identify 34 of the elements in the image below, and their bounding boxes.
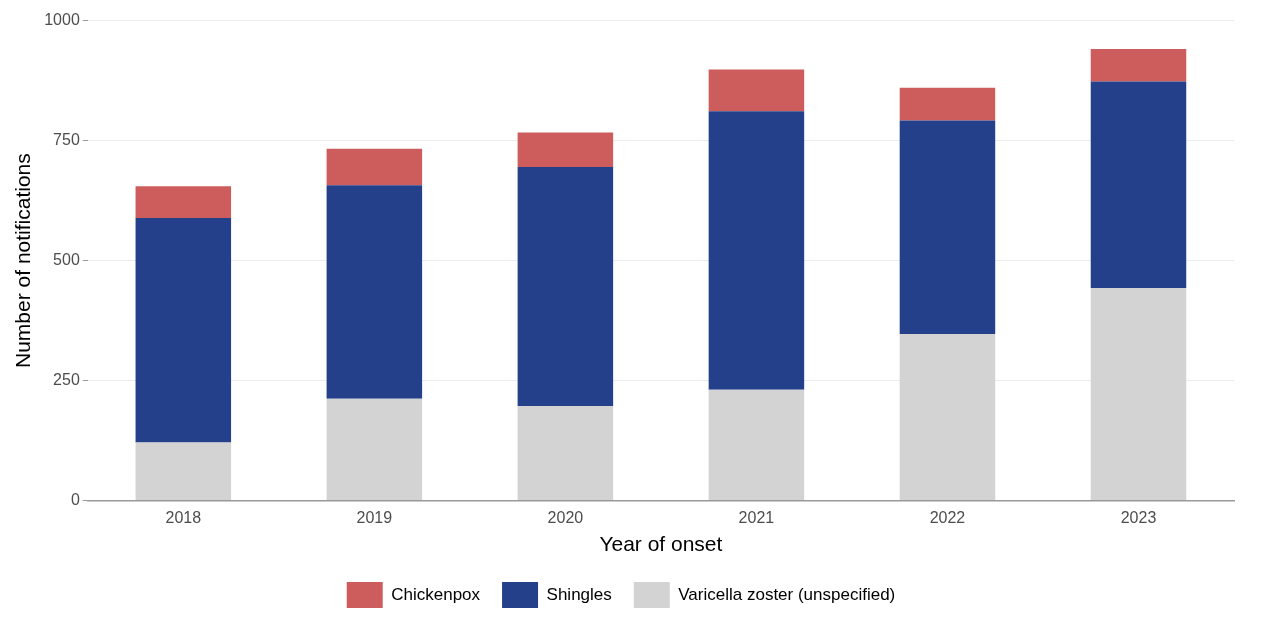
x-tick-label: 2019 [356,508,393,526]
bar [899,334,996,501]
bar [708,111,805,390]
legend-label: Chickenpox [391,584,481,604]
bar [326,185,423,399]
x-tick-label: 2020 [547,508,584,526]
x-tick-label: 2018 [165,508,202,526]
bar [517,406,614,501]
bar [708,69,805,112]
bar [899,120,996,335]
bar [135,217,232,443]
x-tick-label: 2023 [1120,508,1157,526]
bar [1090,287,1187,501]
x-tick-label: 2021 [738,508,775,526]
x-tick-label: 2022 [929,508,966,526]
bar [1090,81,1187,288]
bar [708,389,805,501]
y-tick-label: 0 [70,491,80,509]
y-tick-label: 500 [53,251,80,269]
bar [517,167,614,407]
bar [326,398,423,501]
bar [1090,48,1187,82]
bar [135,442,232,501]
y-tick-label: 750 [53,131,80,149]
legend-label: Varicella zoster (unspecified) [678,584,896,604]
bar [135,186,232,218]
x-axis-title: Year of onset [599,532,723,556]
y-axis-title: Number of notifications [11,153,35,368]
legend-label: Shingles [546,584,612,604]
y-tick-label: 250 [53,371,80,389]
bar [326,148,423,186]
bar [517,132,614,167]
bar [899,87,996,121]
y-tick-label: 1000 [44,11,80,29]
